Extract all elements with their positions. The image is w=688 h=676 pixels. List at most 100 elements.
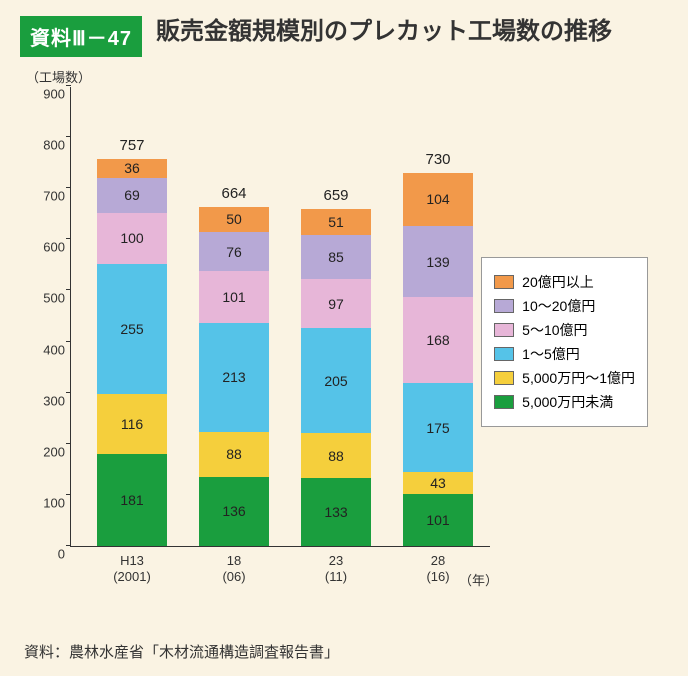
y-tick-label: 500: [31, 291, 65, 306]
bar-segment: 76: [199, 232, 269, 271]
bar-segment: 69: [97, 178, 167, 213]
legend-item: 20億円以上: [494, 272, 635, 292]
bar-segment: 175: [403, 383, 473, 472]
segment-value: 88: [328, 448, 344, 464]
bar-segment: 36: [97, 159, 167, 177]
bar-segment: 205: [301, 328, 371, 433]
bar-group: 10143175168139104730: [403, 173, 473, 546]
legend: 20億円以上 10～20億円 5～10億円 1～5億円 5,000万円～1億円 5,000…: [481, 257, 648, 427]
legend-swatch: [494, 371, 514, 385]
bar-segment: 43: [403, 472, 473, 494]
y-tick-mark: [66, 392, 71, 393]
y-tick-label: 600: [31, 240, 65, 255]
y-tick-label: 300: [31, 393, 65, 408]
legend-label: 1～5億円: [522, 344, 580, 364]
bar-segment: 139: [403, 226, 473, 297]
segment-value: 205: [324, 373, 347, 389]
bar-segment: 100: [97, 213, 167, 264]
segment-value: 97: [328, 296, 344, 312]
segment-value: 116: [121, 416, 143, 432]
bar-segment: 181: [97, 454, 167, 547]
segment-value: 85: [328, 249, 344, 265]
bar-segment: 88: [199, 432, 269, 477]
legend-label: 5～10億円: [522, 320, 587, 340]
y-tick-label: 400: [31, 342, 65, 357]
segment-value: 51: [328, 214, 344, 230]
segment-value: 213: [222, 369, 245, 385]
x-category-label: H13(2001): [87, 547, 177, 586]
y-tick-mark: [66, 187, 71, 188]
segment-value: 50: [226, 211, 242, 227]
source-note: 資料：農林水産省「木材流通構造調査報告書」: [24, 641, 339, 662]
bar-segment: 168: [403, 297, 473, 383]
bar-group: 1811162551006936757: [97, 159, 167, 546]
bar-group: 13388205978551659: [301, 209, 371, 546]
segment-value: 76: [226, 244, 242, 260]
bar-segment: 88: [301, 433, 371, 478]
segment-value: 36: [124, 160, 140, 176]
segment-value: 255: [120, 321, 143, 337]
bar-segment: 101: [403, 494, 473, 546]
legend-item: 5,000万円～1億円: [494, 368, 635, 388]
legend-swatch: [494, 275, 514, 289]
y-tick-mark: [66, 238, 71, 239]
legend-swatch: [494, 323, 514, 337]
bar-segment: 104: [403, 173, 473, 226]
y-tick-mark: [66, 443, 71, 444]
bar-segment: 50: [199, 207, 269, 233]
bar-total: 757: [97, 137, 167, 154]
y-tick-label: 800: [31, 138, 65, 153]
x-category-label: 18(06): [189, 547, 279, 586]
legend-swatch: [494, 299, 514, 313]
y-tick-label: 200: [31, 444, 65, 459]
bar-segment: 255: [97, 264, 167, 394]
bar-segment: 85: [301, 235, 371, 278]
figure-title: 販売金額規模別のプレカット工場数の推移: [156, 16, 612, 47]
segment-value: 88: [226, 446, 242, 462]
bar-total: 664: [199, 185, 269, 202]
bar-segment: 213: [199, 323, 269, 432]
y-tick-mark: [66, 494, 71, 495]
y-tick-mark: [66, 289, 71, 290]
bar-segment: 133: [301, 478, 371, 546]
bar-segment: 97: [301, 279, 371, 329]
segment-value: 168: [426, 332, 449, 348]
y-tick-label: 0: [31, 547, 65, 562]
legend-label: 20億円以上: [522, 272, 594, 292]
y-tick-label: 900: [31, 87, 65, 102]
y-tick-mark: [66, 545, 71, 546]
y-tick-mark: [66, 136, 71, 137]
figure-badge: 資料Ⅲ－47: [20, 16, 142, 57]
legend-item: 10～20億円: [494, 296, 635, 316]
segment-value: 139: [426, 254, 449, 270]
segment-value: 136: [222, 503, 245, 519]
bar-segment: 136: [199, 477, 269, 547]
legend-label: 10～20億円: [522, 296, 595, 316]
legend-label: 5,000万円未満: [522, 392, 613, 412]
segment-value: 43: [430, 475, 446, 491]
segment-value: 181: [120, 492, 143, 508]
y-tick-mark: [66, 341, 71, 342]
x-axis-label: （年）: [459, 570, 498, 589]
y-tick-label: 100: [31, 495, 65, 510]
bar-total: 659: [301, 187, 371, 204]
y-tick-mark: [66, 85, 71, 86]
segment-value: 175: [426, 420, 449, 436]
bar-total: 730: [403, 151, 473, 168]
y-tick-label: 700: [31, 189, 65, 204]
legend-item: 5,000万円未満: [494, 392, 635, 412]
segment-value: 104: [426, 191, 449, 207]
bar-group: 136882131017650664: [199, 207, 269, 546]
segment-value: 100: [120, 230, 143, 246]
legend-swatch: [494, 347, 514, 361]
segment-value: 101: [222, 289, 245, 305]
plot-area: 0100200300400500600700800900H13(2001)181…: [70, 87, 490, 547]
x-category-label: 23(11): [291, 547, 381, 586]
segment-value: 133: [324, 504, 347, 520]
legend-swatch: [494, 395, 514, 409]
bar-segment: 116: [97, 394, 167, 453]
bar-segment: 101: [199, 271, 269, 323]
legend-item: 5～10億円: [494, 320, 635, 340]
segment-value: 101: [426, 512, 449, 528]
chart-area: （工場数） 0100200300400500600700800900H13(20…: [20, 67, 668, 607]
